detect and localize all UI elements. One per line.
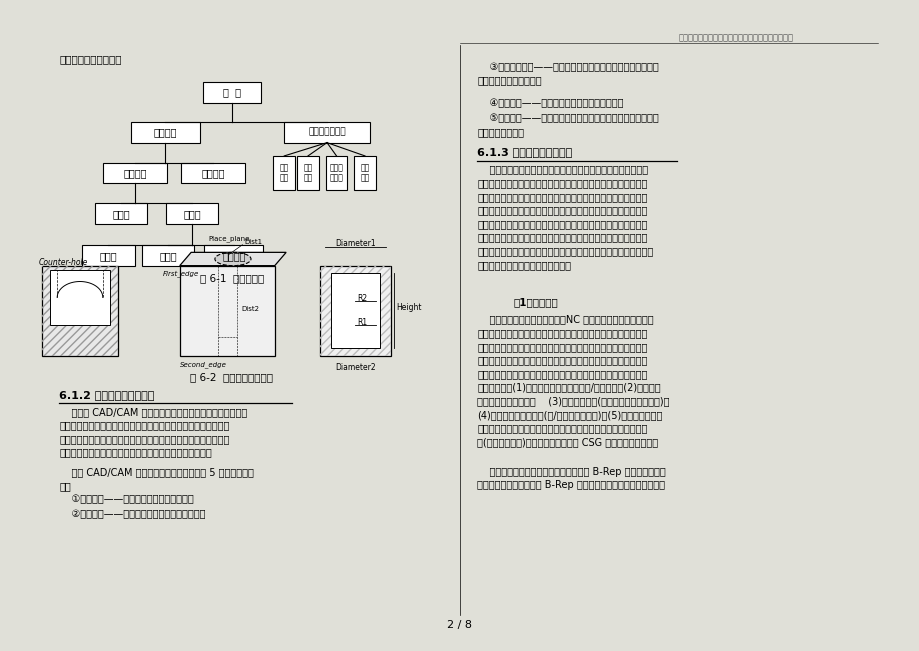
- Bar: [320, 266, 391, 356]
- Bar: [202, 82, 261, 103]
- Bar: [273, 156, 295, 190]
- Bar: [204, 245, 263, 266]
- Text: 文档供参考，可复制、编制，期待您的好评与关注！: 文档供参考，可复制、编制，期待您的好评与关注！: [678, 33, 792, 42]
- Bar: [95, 203, 147, 225]
- Text: ①几何数据——建立零件的基本几何元素。: ①几何数据——建立零件的基本几何元素。: [59, 494, 194, 504]
- Bar: [42, 266, 118, 356]
- Text: Dist2: Dist2: [241, 306, 259, 312]
- Text: 造型特征: 造型特征: [153, 127, 177, 137]
- Text: 负特征: 负特征: [159, 251, 177, 260]
- Text: 面向 CAD/CAM 系统的产品模型应包括以下 5 方面的数据类
型：: 面向 CAD/CAM 系统的产品模型应包括以下 5 方面的数据类 型：: [59, 467, 254, 491]
- Text: 精度
特征: 精度 特征: [279, 163, 289, 183]
- Ellipse shape: [215, 253, 251, 266]
- Polygon shape: [179, 253, 286, 266]
- Text: 以特征来表示零件的方式即为零件的特征模型。由于特征的定
义常依赖于应用，因而对不同的应用就有不同的特征模型。例如有
设计特征模型制造特征模型形状特征模型等。在几: 以特征来表示零件的方式即为零件的特征模型。由于特征的定 义常依赖于应用，因而对不…: [477, 165, 652, 270]
- Text: 形状特征: 形状特征: [123, 168, 147, 178]
- Bar: [320, 266, 391, 356]
- Text: Height: Height: [395, 303, 421, 312]
- Bar: [284, 122, 369, 143]
- Bar: [354, 156, 376, 190]
- Text: 图 6-2  沉头孔特征的定义: 图 6-2 沉头孔特征的定义: [190, 372, 273, 383]
- Text: 许多应用程序，象工艺规划、NC 编程、成组技术编码等所要
求的输入信息除了直接的几何构造信息外，还要求有特征方面的信
息。特征识别就是从几何模型中抽象出形状特征: 许多应用程序，象工艺规划、NC 编程、成组技术编码等所要 求的输入信息除了直接的…: [477, 314, 669, 447]
- Text: ③形状特征数据——零件模型上具有特定功能和几何形状语义
的某如孔、榫、台阶等。: ③形状特征数据——零件模型上具有特定功能和几何形状语义 的某如孔、榫、台阶等。: [477, 62, 658, 85]
- Text: 性能分
析特征: 性能分 析特征: [329, 163, 343, 183]
- Text: 面向过程的特征: 面向过程的特征: [308, 128, 346, 137]
- Bar: [142, 245, 194, 266]
- Text: 植物特征: 植物特征: [221, 251, 245, 260]
- Text: Diameter1: Diameter1: [335, 239, 375, 248]
- Text: 特  征: 特 征: [222, 87, 241, 97]
- Text: ②拓扑数据——将几何元素联接成零件的规则。: ②拓扑数据——将几何元素联接成零件的规则。: [59, 509, 205, 519]
- Bar: [50, 270, 110, 325]
- Text: 主特征: 主特征: [112, 209, 130, 219]
- Bar: [179, 266, 275, 356]
- Text: 材料
特征: 材料 特征: [303, 163, 312, 183]
- Text: R2: R2: [357, 294, 367, 303]
- Text: First_edge: First_edge: [163, 270, 199, 277]
- Bar: [165, 203, 218, 225]
- Bar: [103, 163, 167, 184]
- Text: 正特征: 正特征: [99, 251, 118, 260]
- Bar: [42, 266, 118, 356]
- Bar: [83, 245, 134, 266]
- Text: （1）特征识别: （1）特征识别: [513, 298, 557, 307]
- Text: 辅特征: 辅特征: [183, 209, 200, 219]
- Text: Diameter2: Diameter2: [335, 363, 375, 372]
- Text: ⑤技术数据——包括材料、零件号、工艺规程、分类编码等零
件上的非几何属性: ⑤技术数据——包括材料、零件号、工艺规程、分类编码等零 件上的非几何属性: [477, 113, 658, 137]
- Text: 6.1.3 特征模型的建立方法: 6.1.3 特征模型的建立方法: [477, 147, 572, 158]
- Bar: [180, 163, 245, 184]
- Text: 图 6-1  特征的分类: 图 6-1 特征的分类: [199, 273, 264, 283]
- Text: 造出产品外形的特征。: 造出产品外形的特征。: [59, 54, 121, 64]
- Bar: [325, 156, 347, 190]
- Text: 对实体模型来说，特征识别技术可以从 B-Rep 模型的面、边、
点信息中提取特征。因为 B-Rep 模型是基于图的，所以这种特征识: 对实体模型来说，特征识别技术可以从 B-Rep 模型的面、边、 点信息中提取特征…: [477, 467, 665, 490]
- Bar: [297, 156, 319, 190]
- Bar: [331, 273, 380, 348]
- Text: 外支
特征: 外支 特征: [360, 163, 369, 183]
- Text: Counter-hole: Counter-hole: [40, 258, 88, 267]
- Text: ④精度数据——零件设计与制造所容许的误差。: ④精度数据——零件设计与制造所容许的误差。: [477, 98, 623, 108]
- Bar: [131, 122, 199, 143]
- Text: R1: R1: [357, 318, 367, 327]
- Text: Second_edge: Second_edge: [179, 361, 226, 368]
- Text: 装配特征: 装配特征: [201, 168, 224, 178]
- Text: 6.1.2 基于特征的零件模型: 6.1.2 基于特征的零件模型: [59, 390, 154, 400]
- Text: Dist1: Dist1: [244, 239, 262, 245]
- Text: 2 / 8: 2 / 8: [447, 620, 472, 630]
- Text: 集成化 CAD/CAM 系统需要一个统一完整的零件信息模型。
它应包括零件的设计、工艺规划和加工编程等各阶段的产品数据。
在零件的描述方面，不仅包括几何信息，如: 集成化 CAD/CAM 系统需要一个统一完整的零件信息模型。 它应包括零件的设计…: [59, 407, 247, 458]
- Text: Place_plane: Place_plane: [208, 235, 249, 242]
